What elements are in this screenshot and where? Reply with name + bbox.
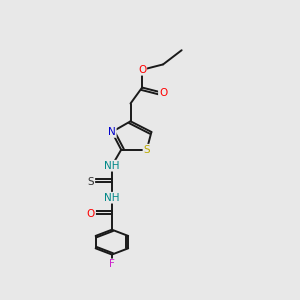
Text: O: O [138,65,146,75]
Text: N: N [108,127,116,137]
Text: S: S [143,145,150,155]
Text: O: O [87,209,95,219]
Text: S: S [88,177,94,187]
Text: NH: NH [104,161,120,171]
Text: O: O [159,88,167,98]
Text: NH: NH [104,193,120,203]
Text: F: F [109,259,115,269]
